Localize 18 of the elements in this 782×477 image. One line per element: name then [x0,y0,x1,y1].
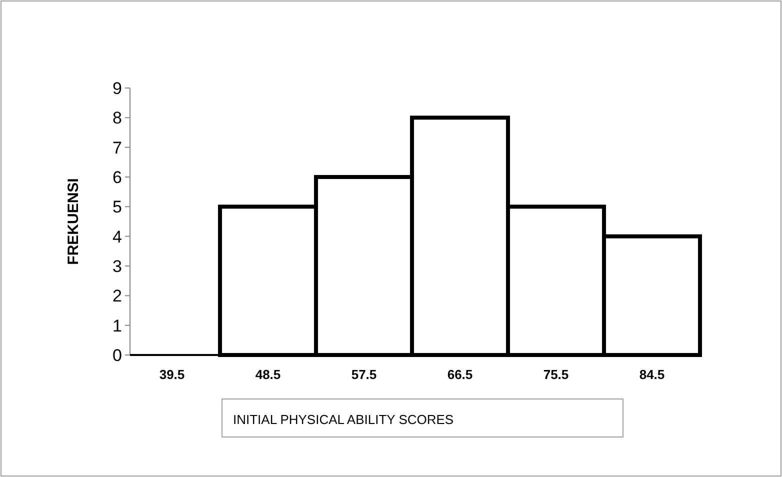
x-axis-title: INITIAL PHYSICAL ABILITY SCORES [233,412,454,427]
x-tick-label: 57.5 [351,367,377,382]
y-tick-label: 7 [112,138,122,158]
y-tick-label: 8 [112,108,122,128]
x-tick-label: 48.5 [255,367,281,382]
y-tick-label: 0 [112,346,122,365]
y-axis-title: FREKUENSI [65,178,82,265]
y-tick-label: 3 [112,256,122,276]
y-tick-label: 9 [112,78,122,98]
y-tick-label: 2 [112,286,122,306]
x-tick-label: 75.5 [543,367,569,382]
x-tick-label: 84.5 [639,367,665,382]
y-tick-label: 6 [112,168,122,187]
x-tick-label: 39.5 [159,367,185,382]
y-tick-label: 4 [112,227,122,246]
y-tick-label: 5 [112,198,122,217]
y-tick-label: 1 [112,316,122,336]
x-tick-label: 66.5 [447,367,473,382]
